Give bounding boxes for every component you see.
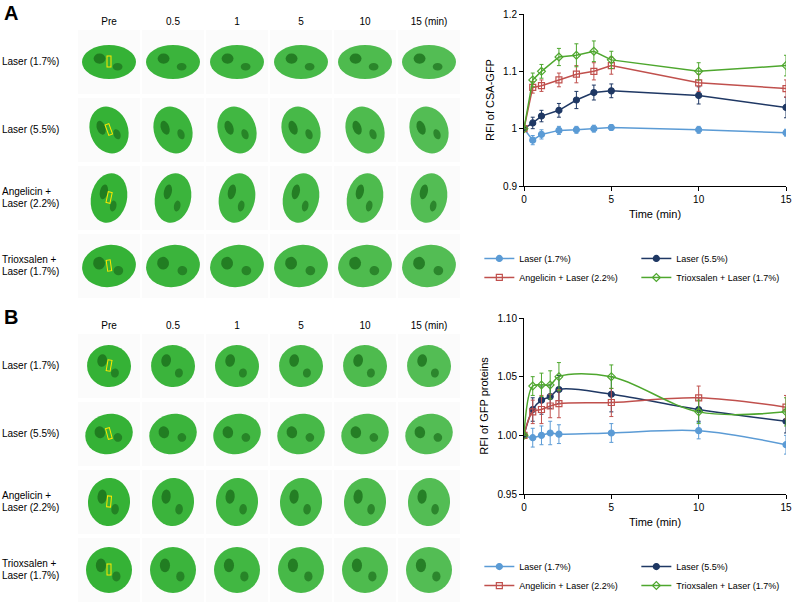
svg-text:Trioxsalen + Laser (1.7%): Trioxsalen + Laser (1.7%)	[676, 581, 779, 591]
svg-text:1.05: 1.05	[498, 371, 518, 382]
svg-text:15 (min): 15 (min)	[411, 320, 448, 331]
svg-text:Angelicin + Laser (2.2%): Angelicin + Laser (2.2%)	[519, 273, 617, 283]
svg-text:5: 5	[609, 502, 615, 513]
svg-text:1.2: 1.2	[503, 9, 517, 20]
svg-text:1.00: 1.00	[498, 430, 518, 441]
svg-text:Laser (5.5%): Laser (5.5%)	[676, 254, 728, 264]
svg-text:Laser (1.7%): Laser (1.7%)	[519, 562, 571, 572]
svg-text:1.1: 1.1	[503, 66, 517, 77]
svg-text:10: 10	[359, 320, 371, 331]
svg-text:Time (min): Time (min)	[629, 208, 681, 220]
svg-text:10: 10	[693, 502, 705, 513]
svg-text:Pre: Pre	[101, 16, 117, 27]
svg-text:1: 1	[511, 123, 517, 134]
svg-text:Trioxsalen + Laser (1.7%): Trioxsalen + Laser (1.7%)	[676, 273, 779, 283]
svg-text:0.95: 0.95	[498, 489, 518, 500]
svg-text:0.5: 0.5	[166, 16, 180, 27]
svg-text:RFI of CSA-GFP: RFI of CSA-GFP	[484, 59, 496, 141]
svg-text:0.9: 0.9	[503, 181, 517, 192]
svg-text:RFI of GFP proteins: RFI of GFP proteins	[478, 357, 490, 455]
svg-text:10: 10	[359, 16, 371, 27]
html-text:Trioxsalen + Laser (1.7%): Trioxsalen + Laser (1.7%)	[2, 253, 60, 277]
html-text:Angelicin + Laser (2.2%): Angelicin + Laser (2.2%)	[2, 489, 60, 513]
svg-text:0.5: 0.5	[166, 320, 180, 331]
svg-text:Pre: Pre	[101, 320, 117, 331]
html-text:Angelicin + Laser (2.2%): Angelicin + Laser (2.2%)	[2, 185, 60, 209]
svg-text:15: 15	[780, 194, 792, 205]
svg-text:1: 1	[234, 320, 240, 331]
svg-text:A: A	[4, 2, 18, 24]
html-text:Laser (1.7%): Laser (1.7%)	[2, 359, 60, 371]
svg-text:Laser (1.7%): Laser (1.7%)	[519, 254, 571, 264]
svg-text:Laser (5.5%): Laser (5.5%)	[676, 562, 728, 572]
html-text:Laser (5.5%): Laser (5.5%)	[2, 427, 60, 439]
svg-text:Time (min): Time (min)	[629, 516, 681, 528]
svg-text:1.10: 1.10	[498, 313, 518, 324]
svg-text:15 (min): 15 (min)	[411, 16, 448, 27]
svg-text:0: 0	[521, 502, 527, 513]
html-text:Trioxsalen + Laser (1.7%): Trioxsalen + Laser (1.7%)	[2, 557, 60, 581]
svg-text:5: 5	[298, 16, 304, 27]
svg-text:0: 0	[521, 194, 527, 205]
svg-text:10: 10	[693, 194, 705, 205]
svg-text:5: 5	[298, 320, 304, 331]
html-text:Laser (5.5%): Laser (5.5%)	[2, 123, 60, 135]
svg-text:B: B	[4, 306, 18, 328]
svg-text:1: 1	[234, 16, 240, 27]
svg-text:Angelicin + Laser (2.2%): Angelicin + Laser (2.2%)	[519, 581, 617, 591]
svg-text:15: 15	[780, 502, 792, 513]
svg-text:5: 5	[609, 194, 615, 205]
html-text:Laser (1.7%): Laser (1.7%)	[2, 55, 60, 67]
